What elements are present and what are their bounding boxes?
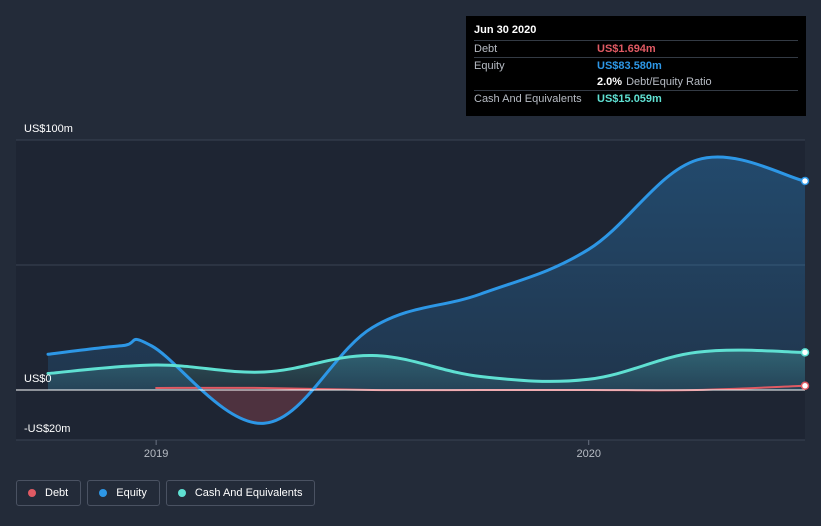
cash-dot-icon — [177, 489, 186, 497]
legend-cash-label: Cash And Equivalents — [194, 487, 303, 499]
tooltip-equity-value: US$83.580m — [597, 60, 662, 72]
tooltip-ratio-value: 2.0% — [597, 76, 623, 88]
y-tick-label: US$0 — [24, 373, 52, 385]
tooltip-row-debt: Debt US$1.694m — [474, 40, 798, 57]
tooltip-equity-label: Equity — [474, 60, 505, 72]
data-tooltip: Jun 30 2020 Debt US$1.694m Equity US$83.… — [466, 16, 806, 116]
chart-legend: Debt Equity Cash And Equivalents — [16, 480, 316, 506]
legend-debt-label: Debt — [45, 487, 69, 499]
axis-labels: US$100m US$0 -US$20m 2019 2020 — [24, 123, 601, 460]
y-tick-label: -US$20m — [24, 423, 70, 435]
cash-line — [46, 348, 807, 383]
tooltip-row-equity: Equity US$83.580m — [474, 57, 798, 74]
tooltip-ratio-label: Debt/Equity Ratio — [626, 76, 712, 88]
equity-area-positive — [48, 157, 805, 390]
x-tick-label: 2020 — [576, 448, 600, 460]
debt-end-marker[interactable] — [800, 381, 810, 391]
equity-end-marker[interactable] — [800, 176, 810, 186]
tooltip-row-cash: Cash And Equivalents US$15.059m — [474, 90, 798, 107]
tooltip-row-ratio: 2.0% Debt/Equity Ratio — [474, 74, 798, 90]
y-tick-label: US$100m — [24, 123, 73, 135]
legend-item-cash[interactable]: Cash And Equivalents — [165, 480, 316, 506]
tooltip-debt-value: US$1.694m — [597, 43, 656, 55]
equity-dot-icon — [99, 489, 108, 497]
debt-dot-icon — [28, 489, 36, 497]
legend-equity-label: Equity — [116, 487, 147, 499]
tooltip-cash-label: Cash And Equivalents — [474, 93, 582, 105]
tooltip-debt-label: Debt — [474, 43, 498, 55]
legend-item-debt[interactable]: Debt — [16, 480, 82, 506]
tooltip-cash-value: US$15.059m — [597, 93, 662, 105]
tooltip-date: Jun 30 2020 — [474, 24, 537, 36]
end-markers[interactable] — [800, 176, 810, 391]
cash-end-marker[interactable] — [800, 348, 810, 357]
x-tick-label: 2019 — [144, 448, 168, 460]
equity-line — [46, 155, 807, 425]
legend-item-equity[interactable]: Equity — [87, 480, 160, 506]
cash-area — [48, 350, 805, 390]
